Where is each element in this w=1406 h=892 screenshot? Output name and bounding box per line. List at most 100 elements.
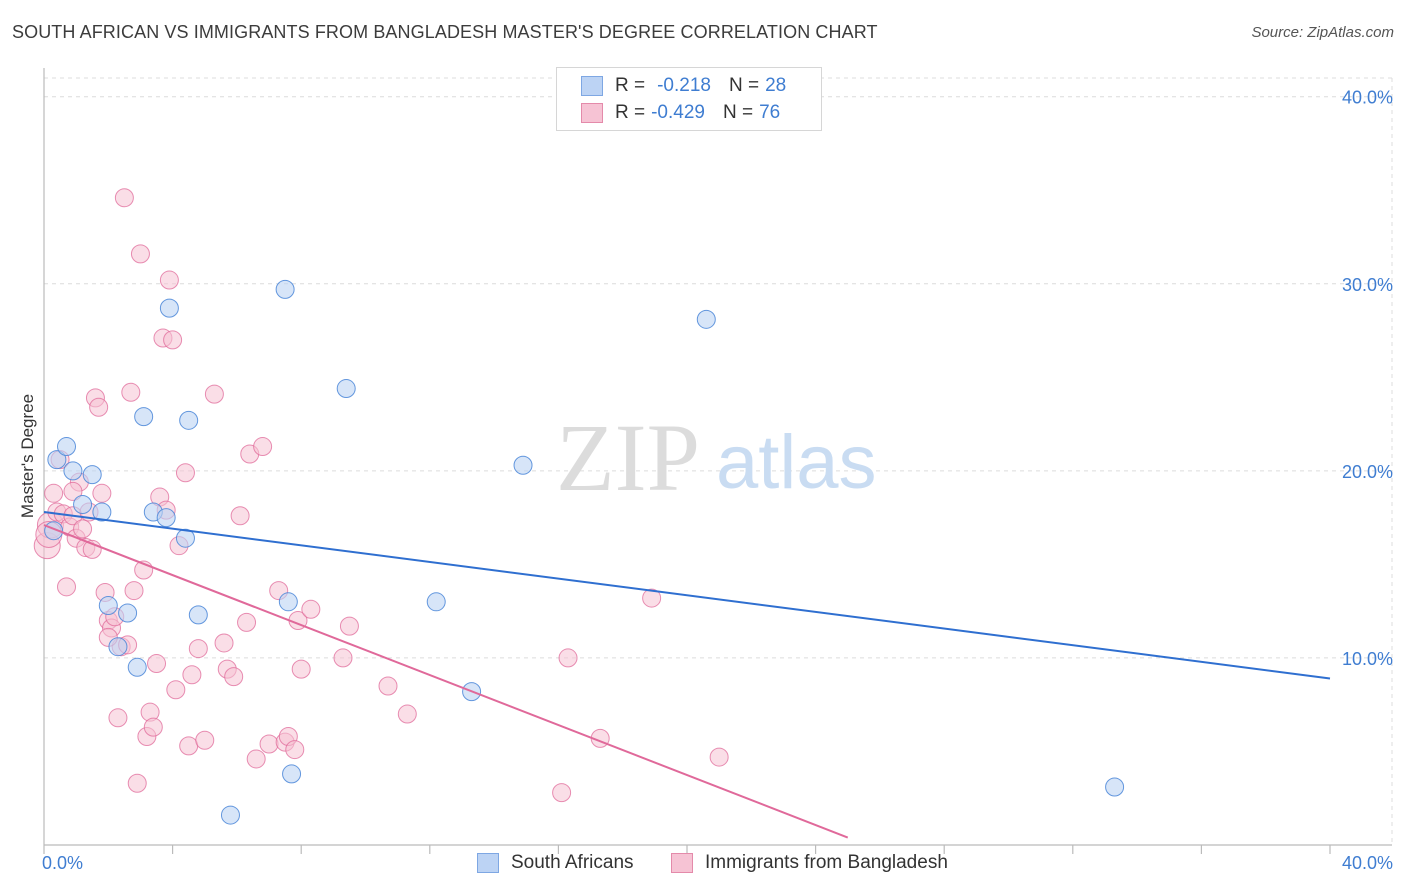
south-african-point bbox=[426, 592, 446, 612]
bangladesh-point bbox=[339, 616, 359, 636]
legend-r-value: -0.218 bbox=[657, 75, 711, 96]
bangladesh-point bbox=[709, 747, 729, 767]
series-legend: South Africans Immigrants from Banglades… bbox=[0, 852, 1406, 878]
bangladesh-point bbox=[237, 612, 257, 632]
south-african-point bbox=[57, 437, 77, 457]
south-african-point bbox=[156, 508, 176, 528]
bangladesh-point bbox=[195, 730, 215, 750]
bangladesh-point bbox=[179, 736, 199, 756]
bangladesh-point bbox=[57, 577, 77, 597]
chart-title: SOUTH AFRICAN VS IMMIGRANTS FROM BANGLAD… bbox=[12, 22, 878, 42]
south-african-point bbox=[63, 461, 83, 481]
bangladesh-point bbox=[204, 384, 224, 404]
trend-line-south-africans bbox=[43, 511, 1331, 680]
bangladesh-point bbox=[124, 581, 144, 601]
watermark: ZIP atlas bbox=[556, 404, 877, 511]
legend-swatch-bangladesh bbox=[581, 103, 603, 123]
legend-item-south-africans[interactable]: South Africans bbox=[477, 852, 634, 874]
south-african-point bbox=[175, 528, 195, 548]
bangladesh-point bbox=[163, 330, 183, 350]
bangladesh-point bbox=[214, 633, 234, 653]
bangladesh-point bbox=[63, 481, 83, 501]
bangladesh-point bbox=[378, 676, 398, 696]
south-african-point bbox=[98, 596, 118, 616]
bangladesh-point bbox=[188, 639, 208, 659]
bangladesh-point bbox=[159, 270, 179, 290]
trend-line-bangladesh bbox=[43, 524, 849, 839]
bangladesh-point bbox=[301, 599, 321, 619]
x-tick-label-max: 40.0% bbox=[1342, 853, 1393, 873]
y-tick-label: 10.0% bbox=[1342, 649, 1393, 669]
swatch-south-africans bbox=[477, 853, 499, 873]
legend-row-south-africans: R = -0.218 N = 28 bbox=[581, 74, 786, 98]
south-african-point bbox=[127, 657, 147, 677]
south-african-point bbox=[275, 279, 295, 299]
y-tick-label: 40.0% bbox=[1342, 88, 1393, 108]
south-african-point bbox=[220, 805, 240, 825]
bangladesh-point bbox=[552, 783, 572, 803]
bangladesh-point bbox=[175, 463, 195, 483]
bangladesh-point bbox=[230, 506, 250, 526]
south-african-point bbox=[179, 410, 199, 430]
bangladesh-point bbox=[246, 749, 266, 769]
legend-item-bangladesh[interactable]: Immigrants from Bangladesh bbox=[671, 852, 948, 874]
legend-r-label: R = bbox=[615, 75, 646, 96]
watermark-atlas: atlas bbox=[716, 420, 877, 505]
bangladesh-point bbox=[182, 665, 202, 685]
bangladesh-point bbox=[127, 773, 147, 793]
bangladesh-point bbox=[121, 382, 141, 402]
south-african-point bbox=[134, 407, 154, 427]
legend-label-south-africans: South Africans bbox=[511, 852, 634, 873]
bangladesh-point bbox=[108, 708, 128, 728]
south-african-point bbox=[188, 605, 208, 625]
south-african-point bbox=[159, 298, 179, 318]
south-african-point bbox=[513, 455, 533, 475]
y-tick-label: 20.0% bbox=[1342, 462, 1393, 482]
bangladesh-point bbox=[92, 483, 112, 503]
legend-swatch-south-africans bbox=[581, 76, 603, 96]
bangladesh-point bbox=[259, 734, 279, 754]
bangladesh-point bbox=[114, 188, 134, 208]
legend-n-value: 28 bbox=[765, 75, 787, 96]
bangladesh-point bbox=[73, 519, 93, 539]
bangladesh-point bbox=[253, 437, 273, 457]
source-label: Source: ZipAtlas.com bbox=[1251, 24, 1394, 41]
south-african-point bbox=[1105, 777, 1125, 797]
bangladesh-point bbox=[558, 648, 578, 668]
south-african-point bbox=[108, 637, 128, 657]
trend-lines bbox=[43, 511, 1331, 839]
bangladesh-point bbox=[285, 740, 305, 760]
x-tick-label-min: 0.0% bbox=[42, 853, 83, 873]
south-african-point bbox=[82, 465, 102, 485]
axes bbox=[43, 68, 1392, 854]
south-african-point bbox=[92, 502, 112, 522]
legend-n-label: N = bbox=[722, 102, 754, 123]
legend-row-bangladesh: R = -0.429 N = 76 bbox=[581, 101, 780, 125]
bangladesh-point bbox=[143, 717, 163, 737]
bangladesh-point bbox=[397, 704, 417, 724]
legend-label-bangladesh: Immigrants from Bangladesh bbox=[705, 852, 948, 873]
stats-legend: R = -0.218 N = 28 R = -0.429 N = 76 bbox=[556, 67, 822, 131]
legend-r-label: R = bbox=[615, 102, 646, 123]
south-african-point bbox=[336, 379, 356, 399]
bangladesh-point bbox=[130, 244, 150, 264]
bangladesh-point bbox=[89, 397, 109, 417]
swatch-bangladesh bbox=[671, 853, 693, 873]
south-african-point bbox=[696, 309, 716, 329]
watermark-zip: ZIP bbox=[556, 404, 700, 511]
bangladesh-point bbox=[147, 654, 167, 674]
south-african-points bbox=[44, 279, 1125, 825]
bangladesh-point bbox=[291, 659, 311, 679]
south-african-point bbox=[118, 603, 138, 623]
bangladesh-point bbox=[224, 667, 244, 687]
bangladesh-point bbox=[642, 588, 662, 608]
tick-labels: 10.0% 20.0% 30.0% 40.0% 0.0% 40.0% bbox=[42, 88, 1393, 873]
bangladesh-point bbox=[166, 680, 186, 700]
south-african-point bbox=[47, 450, 67, 470]
south-african-point bbox=[73, 495, 93, 515]
south-african-point bbox=[282, 764, 302, 784]
south-african-point bbox=[278, 592, 298, 612]
bangladesh-point bbox=[44, 483, 64, 503]
y-axis-label: Master's Degree bbox=[18, 394, 37, 518]
